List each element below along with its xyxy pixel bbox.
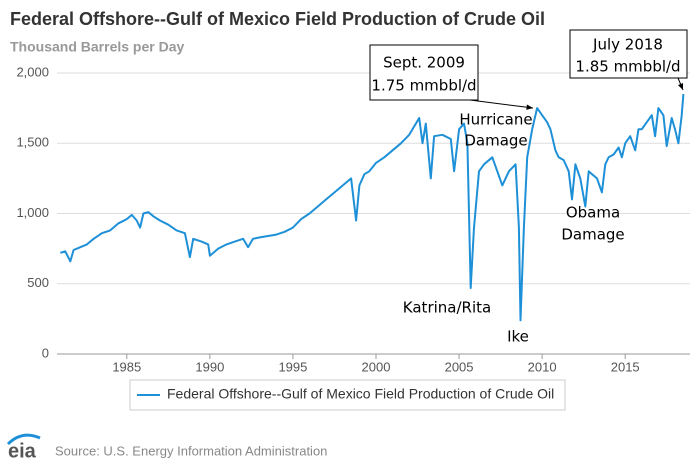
x-tick-label: 1995	[278, 359, 307, 374]
annotation-box	[569, 29, 688, 79]
source: Source: U.S. Energy Information Administ…	[55, 443, 327, 458]
chart-title: Federal Offshore--Gulf of Mexico Field P…	[10, 9, 545, 29]
annotation: 1.85 mmbbl/d	[575, 58, 680, 76]
logo: eia	[8, 440, 37, 462]
annotation: Damage	[561, 226, 624, 244]
annotation: 1.75 mmbbl/d	[371, 77, 476, 95]
annotation: Ike	[507, 328, 529, 346]
annotation-arrowhead	[526, 104, 533, 110]
y-axis-label: Thousand Barrels per Day	[10, 39, 184, 55]
annotation-box	[369, 44, 479, 101]
logo-swoosh	[6, 433, 41, 446]
y-tick-label: 500	[27, 275, 49, 290]
annotation-arrowhead	[678, 83, 684, 90]
y-tick-label: 1,000	[16, 205, 49, 220]
annotation: Obama	[566, 204, 620, 222]
annotation: Damage	[464, 132, 527, 150]
annotation-arrow	[469, 99, 534, 109]
y-tick-label: 2,000	[16, 64, 49, 79]
legend-label: Federal Offshore--Gulf of Mexico Field P…	[167, 386, 554, 402]
annotation: Sept. 2009	[383, 54, 465, 72]
x-tick-label: 2000	[362, 359, 391, 374]
x-tick-label: 2010	[528, 359, 557, 374]
annotation: Katrina/Rita	[403, 299, 491, 317]
annotation: Hurricane	[459, 111, 532, 129]
x-tick-label: 1985	[112, 359, 141, 374]
y-tick-label: 0	[42, 345, 49, 360]
legend-box	[129, 379, 566, 411]
line	[60, 94, 685, 322]
x-tick-label: 2015	[611, 359, 640, 374]
annotation: July 2018	[592, 36, 663, 54]
x-tick-label: 1990	[195, 359, 224, 374]
x-tick-label: 2005	[445, 359, 474, 374]
y-tick-label: 1,500	[16, 135, 49, 150]
